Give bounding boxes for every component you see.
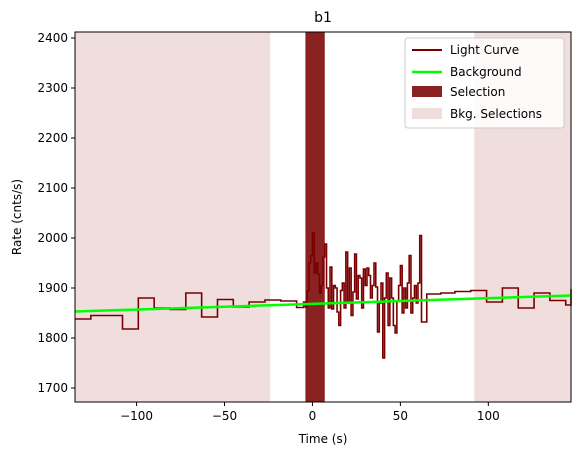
legend-entry-background: Background (412, 65, 522, 79)
x-axis-ticks: −100 −50 0 50 100 (120, 402, 500, 423)
y-tick-label-1: 1800 (37, 331, 68, 345)
x-axis-label: Time (s) (298, 432, 348, 446)
x-tick-label-2: 0 (309, 409, 317, 423)
bkg-selection-span-0 (75, 32, 271, 402)
y-tick-label-3: 2000 (37, 231, 68, 245)
y-tick-label-7: 2400 (37, 31, 68, 45)
legend-swatch-selection (412, 86, 442, 97)
legend-entry-bkg-selections: Bkg. Selections (412, 107, 542, 121)
legend-label-light-curve: Light Curve (450, 43, 519, 57)
y-axis-ticks: 1700 1800 1900 2000 2100 2200 2300 2400 (37, 31, 75, 395)
x-tick-label-0: −100 (120, 409, 153, 423)
legend-label-selection: Selection (450, 85, 505, 99)
legend-label-background: Background (450, 65, 522, 79)
background-fit-line (74, 294, 572, 313)
y-tick-label-0: 1700 (37, 381, 68, 395)
y-tick-label-4: 2100 (37, 181, 68, 195)
x-tick-label-4: 100 (477, 409, 500, 423)
legend-entry-selection: Selection (412, 85, 505, 99)
legend-frame (404, 37, 565, 129)
chart-title: b1 (314, 10, 332, 26)
legend: Light Curve Background Selection Bkg. Se… (404, 37, 565, 129)
light-curve-series (75, 232, 572, 359)
legend-swatch-bkg-selections (412, 108, 442, 119)
y-axis-label: Rate (cnts/s) (10, 179, 24, 255)
lines-layer (74, 232, 572, 359)
legend-label-bkg-selections: Bkg. Selections (450, 107, 542, 121)
y-tick-label-5: 2200 (37, 131, 68, 145)
x-tick-label-1: −50 (212, 409, 237, 423)
x-tick-label-3: 50 (393, 409, 408, 423)
y-tick-label-6: 2300 (37, 81, 68, 95)
plot-frame (74, 31, 572, 403)
selection-span-0 (305, 32, 325, 402)
y-tick-label-2: 1900 (37, 281, 68, 295)
legend-entry-light-curve: Light Curve (412, 43, 519, 57)
